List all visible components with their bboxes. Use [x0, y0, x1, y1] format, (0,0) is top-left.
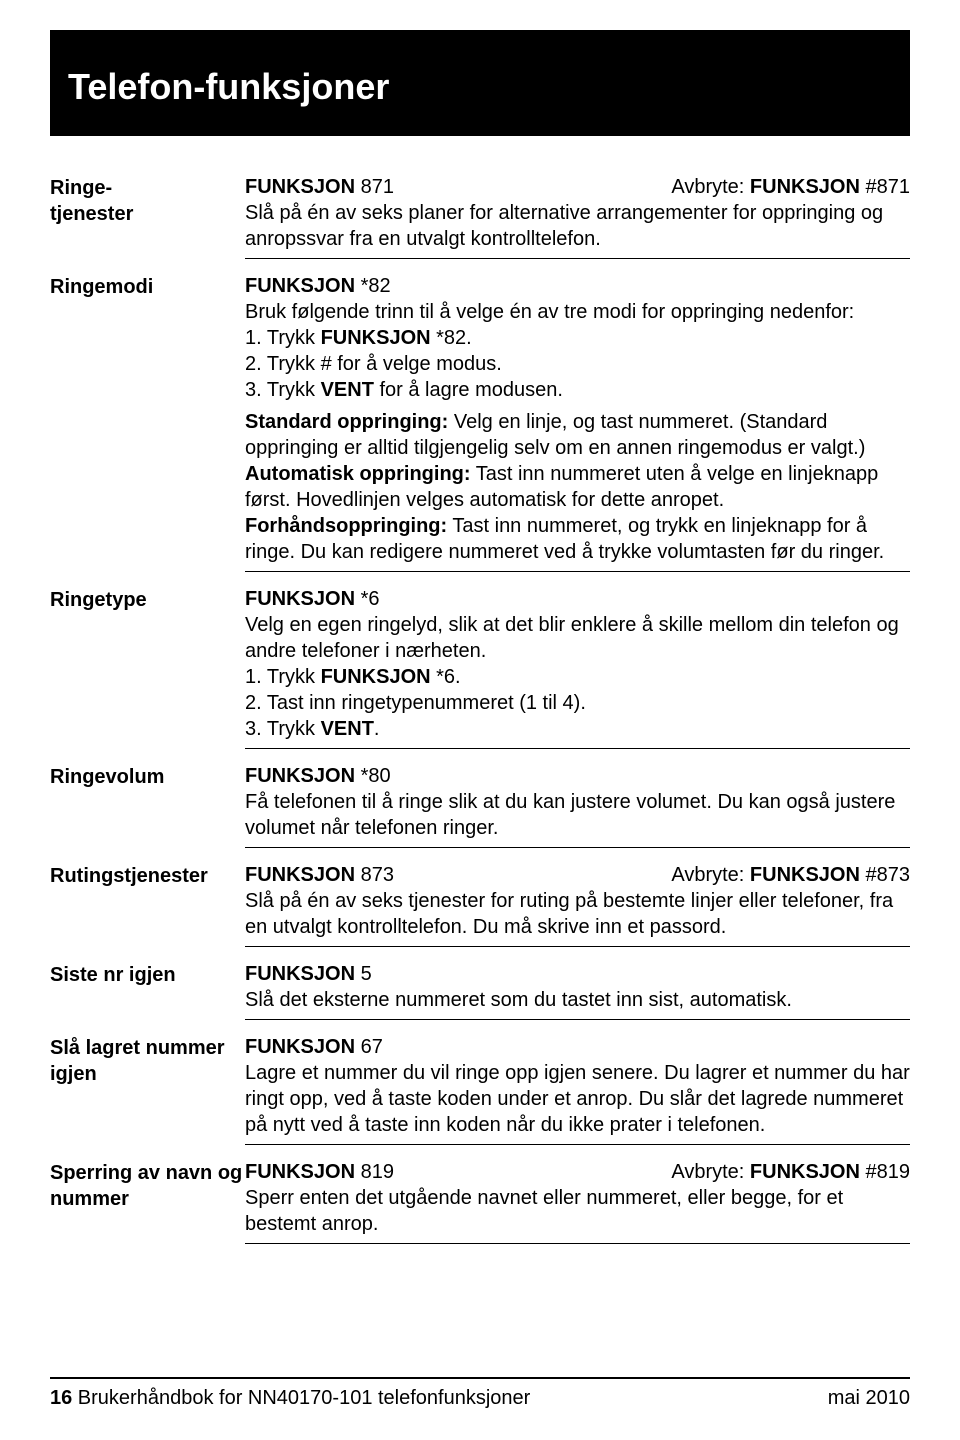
entry-label	[50, 409, 245, 410]
feature-entry: Ringe-tjenesterFUNKSJON 871 Avbryte: FUNK…	[50, 174, 910, 273]
entry-description: Standard oppringing: Velg en linje, og t…	[245, 409, 910, 565]
function-code: FUNKSJON 873	[245, 862, 394, 888]
entry-description: Slå på én av seks tjenester for ruting p…	[245, 888, 910, 940]
entry-body: FUNKSJON 5Slå det eksterne nummeret som …	[245, 961, 910, 1020]
feature-entry: Standard oppringing: Velg en linje, og t…	[50, 409, 910, 586]
entry-label: Ringemodi	[50, 273, 245, 300]
feature-entry: RingemodiFUNKSJON *82Bruk følgende trinn…	[50, 273, 910, 409]
entry-label: Ringevolum	[50, 763, 245, 790]
entry-body: FUNKSJON 873 Avbryte: FUNKSJON #873Slå på…	[245, 862, 910, 947]
entry-body: Standard oppringing: Velg en linje, og t…	[245, 409, 910, 572]
feature-list: Ringe-tjenesterFUNKSJON 871 Avbryte: FUNK…	[50, 174, 910, 1258]
function-code: FUNKSJON *82	[245, 273, 391, 299]
feature-entry: RingevolumFUNKSJON *80Få telefonen til å…	[50, 763, 910, 862]
entry-description: Sperr enten det utgående navnet eller nu…	[245, 1185, 910, 1237]
entry-description: Lagre et nummer du vil ringe opp igjen s…	[245, 1060, 910, 1138]
entry-description: Få telefonen til å ringe slik at du kan …	[245, 789, 910, 841]
page-footer: 16 Brukerhåndbok for NN40170-101 telefon…	[50, 1377, 910, 1410]
entry-body: FUNKSJON *80Få telefonen til å ringe sli…	[245, 763, 910, 848]
entry-description: Slå på én av seks planer for alternative…	[245, 200, 910, 252]
feature-entry: Slå lagret nummer igjenFUNKSJON 67Lagre …	[50, 1034, 910, 1159]
feature-entry: Sperring av navn og nummerFUNKSJON 819 Av…	[50, 1159, 910, 1258]
function-code: FUNKSJON 5	[245, 961, 372, 987]
function-code: FUNKSJON 871	[245, 174, 394, 200]
entry-body: FUNKSJON 871 Avbryte: FUNKSJON #871Slå på…	[245, 174, 910, 259]
entry-label: Sperring av navn og nummer	[50, 1159, 245, 1212]
page-title: Telefon-funksjoner	[68, 66, 892, 108]
entry-body: FUNKSJON 819 Avbryte: FUNKSJON #819Sperr …	[245, 1159, 910, 1244]
entry-description: Slå det eksterne nummeret som du tastet …	[245, 987, 910, 1013]
function-code: FUNKSJON *6	[245, 586, 379, 612]
entry-description: Velg en egen ringelyd, slik at det blir …	[245, 612, 910, 742]
feature-entry: RingetypeFUNKSJON *6Velg en egen ringely…	[50, 586, 910, 763]
cancel-code: Avbryte: FUNKSJON #819	[671, 1159, 910, 1185]
entry-body: FUNKSJON *82Bruk følgende trinn til å ve…	[245, 273, 910, 403]
title-banner: Telefon-funksjoner	[50, 30, 910, 136]
entry-body: FUNKSJON 67Lagre et nummer du vil ringe …	[245, 1034, 910, 1145]
entry-label: Ringe-tjenester	[50, 174, 245, 227]
cancel-code: Avbryte: FUNKSJON #873	[671, 862, 910, 888]
feature-entry: Siste nr igjenFUNKSJON 5Slå det eksterne…	[50, 961, 910, 1034]
feature-entry: RutingstjenesterFUNKSJON 873 Avbryte: FUN…	[50, 862, 910, 961]
cancel-code: Avbryte: FUNKSJON #871	[671, 174, 910, 200]
entry-label: Slå lagret nummer igjen	[50, 1034, 245, 1087]
entry-description: Bruk følgende trinn til å velge én av tr…	[245, 299, 910, 403]
function-code: FUNKSJON 67	[245, 1034, 383, 1060]
footer-left: 16 Brukerhåndbok for NN40170-101 telefon…	[50, 1387, 530, 1410]
entry-body: FUNKSJON *6Velg en egen ringelyd, slik a…	[245, 586, 910, 749]
footer-title: Brukerhåndbok for NN40170-101 telefonfun…	[72, 1387, 530, 1409]
entry-label: Siste nr igjen	[50, 961, 245, 988]
entry-label: Rutingstjenester	[50, 862, 245, 889]
page-number: 16	[50, 1387, 72, 1409]
entry-label: Ringetype	[50, 586, 245, 613]
footer-right: mai 2010	[828, 1387, 910, 1410]
function-code: FUNKSJON 819	[245, 1159, 394, 1185]
function-code: FUNKSJON *80	[245, 763, 391, 789]
